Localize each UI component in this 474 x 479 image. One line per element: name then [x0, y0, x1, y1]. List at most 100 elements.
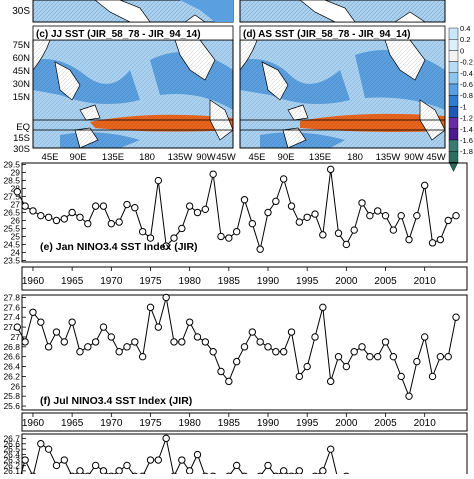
colorbar-label: -1.8	[460, 147, 473, 156]
data-point	[279, 348, 288, 356]
data-point	[217, 232, 225, 241]
data-point	[319, 303, 327, 312]
data-point	[162, 242, 170, 250]
data-point	[389, 226, 398, 234]
data-point	[436, 352, 445, 361]
data-point	[99, 323, 108, 331]
data-point	[44, 343, 53, 351]
x-tick-label: 2010	[414, 418, 437, 429]
y-tick-label: 28.5	[3, 176, 20, 186]
data-point	[193, 333, 202, 341]
data-point	[44, 445, 53, 453]
y-tick-label: 26.6	[3, 352, 20, 362]
data-point	[99, 202, 108, 210]
plot-frame	[21, 433, 468, 479]
data-point	[99, 467, 108, 475]
y-tick-label: 26.5	[3, 208, 20, 218]
data-point	[84, 219, 92, 228]
x-axis-frame	[21, 412, 468, 432]
data-point	[342, 240, 351, 249]
data-point	[115, 218, 123, 226]
data-point	[107, 333, 116, 341]
series-line	[16, 169, 457, 252]
lat-label: 30N	[13, 79, 31, 90]
data-point	[342, 362, 351, 371]
data-point	[13, 188, 21, 196]
x-tick-label: 1975	[139, 276, 162, 287]
lat-label: 45N	[13, 66, 31, 77]
data-point	[29, 207, 37, 215]
colorbar-swatch	[448, 50, 459, 62]
y-tick-label: 27.4	[3, 312, 20, 322]
data-point	[146, 303, 155, 312]
data-point	[303, 362, 311, 371]
data-point	[84, 343, 92, 351]
data-point	[366, 211, 374, 220]
data-point	[91, 202, 100, 210]
x-tick-label: 1965	[61, 276, 84, 287]
data-point	[397, 372, 405, 381]
data-point	[452, 211, 460, 220]
data-point	[436, 235, 445, 244]
data-point	[287, 328, 296, 336]
data-point	[264, 343, 272, 351]
colorbar-swatch	[448, 27, 459, 40]
lat-label: 15S	[13, 133, 30, 144]
colorbar-swatch	[448, 150, 459, 163]
data-point	[123, 200, 131, 209]
x-tick-label: 2005	[374, 276, 397, 287]
data-point	[123, 343, 131, 351]
y-tick-label: 26.4	[3, 362, 20, 372]
panel-d-title: (d) AS SST (JIR_58_78 - JIR_94_14)	[243, 29, 410, 40]
y-tick-label: 29.5	[3, 160, 20, 170]
y-tick-label: 26	[11, 381, 21, 391]
data-point	[279, 175, 288, 183]
data-point	[358, 343, 366, 351]
lat-label: 60N	[13, 53, 31, 64]
x-axis-frame	[21, 266, 468, 291]
y-tick-label: 23.5	[3, 255, 20, 265]
y-tick-label: 29	[11, 168, 21, 178]
data-point	[68, 208, 76, 217]
lon-label: 90W	[196, 152, 216, 163]
plot-frame	[21, 294, 468, 411]
x-tick-label: 1985	[218, 276, 241, 287]
data-point	[326, 377, 335, 386]
y-tick-label: 26.7	[3, 433, 20, 443]
data-point	[154, 176, 163, 185]
x-tick-label: 1995	[296, 418, 319, 429]
data-point	[76, 348, 84, 356]
lat-label: 15N	[13, 92, 31, 103]
data-point	[295, 467, 304, 475]
data-point	[131, 338, 139, 346]
data-point	[240, 343, 249, 351]
chart-f-jul-nino34: 27.827.627.427.22726.826.626.426.22625.8…	[3, 292, 468, 432]
data-point	[319, 467, 327, 475]
data-point	[444, 352, 452, 361]
data-point	[373, 352, 382, 361]
y-tick-label: 26.2	[3, 371, 20, 381]
data-point	[115, 348, 123, 356]
y-tick-label: 28	[11, 184, 21, 194]
colorbar-swatch	[448, 72, 459, 85]
x-tick-label: 1985	[218, 418, 241, 429]
colorbar-swatch	[448, 39, 459, 51]
data-point	[295, 372, 304, 381]
y-tick-label: 25.5	[3, 223, 20, 233]
data-point	[420, 181, 429, 190]
data-point	[428, 372, 437, 381]
y-tick-label: 27	[11, 332, 21, 342]
data-point	[248, 328, 257, 336]
data-point	[21, 456, 29, 464]
colorbar-swatch	[448, 106, 459, 118]
x-tick-label: 1980	[179, 418, 202, 429]
data-point	[91, 338, 100, 346]
data-point	[256, 338, 264, 346]
y-tick-label: 25.6	[3, 401, 20, 411]
data-point	[405, 392, 413, 400]
data-point	[311, 210, 319, 218]
data-point	[264, 208, 272, 217]
data-point	[146, 234, 155, 242]
